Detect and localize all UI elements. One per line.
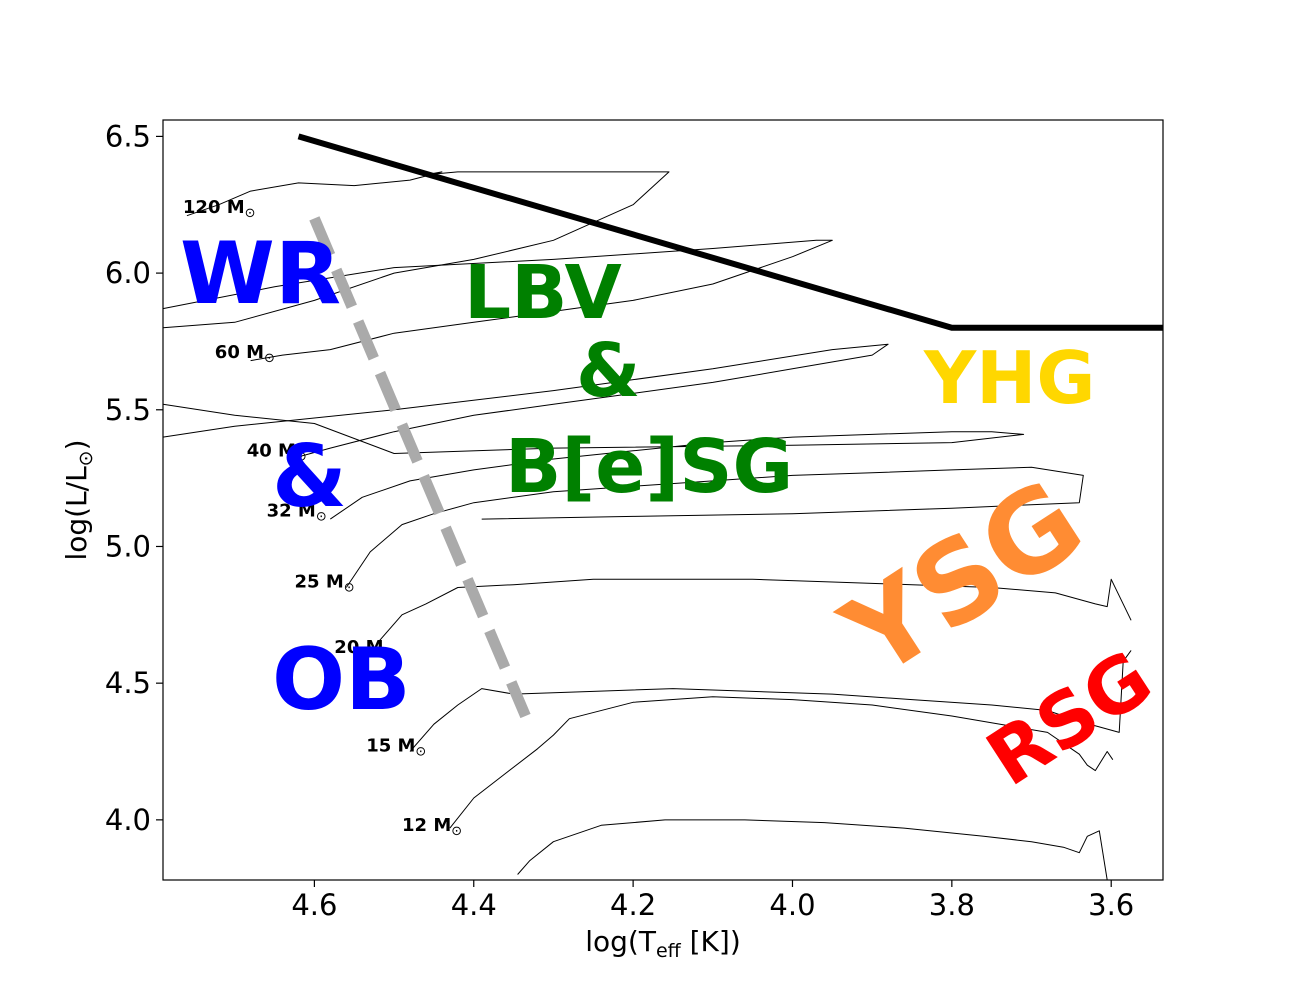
mass-label: 12 M⊙	[402, 815, 462, 839]
y-tick-label: 5.0	[105, 529, 151, 563]
mass-label-sun-symbol: ⊙	[296, 449, 307, 464]
x-axis-label-main: log(T	[585, 925, 657, 958]
mass-label: 20 M⊙	[334, 637, 394, 661]
region-label-lbv: LBV	[464, 250, 622, 336]
mass-label-sun-symbol: ⊙	[245, 206, 256, 221]
mass-label: 60 M⊙	[215, 342, 275, 366]
mass-label-text: 32 M	[267, 500, 316, 521]
mass-label-text: 12 M	[402, 815, 451, 836]
hd-limit	[297, 133, 1163, 331]
x-tick-label: 3.6	[1088, 888, 1134, 922]
y-axis-label-sym: ⊙	[75, 450, 97, 466]
mass-labels: 120 M⊙60 M⊙40 M⊙32 M⊙25 M⊙20 M⊙15 M⊙12 M…	[183, 197, 462, 839]
region-label-yhg: YHG	[923, 336, 1096, 420]
track-line-extra8	[517, 819, 1108, 881]
mass-label-sun-symbol: ⊙	[344, 581, 355, 596]
x-tick-label: 4.0	[769, 888, 815, 922]
tams-band	[309, 216, 531, 719]
region-labels: WR & OB LBV & B[e]SG YHG YSG RSG	[180, 224, 1167, 803]
axes-frame	[162, 119, 1164, 881]
x-axis-ticks: 4.6 4.4 4.2 4.0 3.8 3.6	[291, 880, 1134, 922]
mass-label-text: 60 M	[215, 342, 264, 363]
mass-label: 25 M⊙	[295, 572, 355, 596]
x-axis-label-tail: [K])	[681, 925, 741, 958]
track-line-25	[345, 466, 1084, 588]
y-axis-label-tail: )	[60, 439, 93, 450]
x-axis-label: log(Teff [K])	[585, 925, 741, 962]
y-axis-label-main: log(L/L	[60, 466, 93, 561]
y-tick-label: 4.5	[105, 666, 151, 700]
mass-label-text: 120 M	[183, 197, 245, 218]
track-line-12	[449, 696, 1114, 829]
x-axis-label-sub: eff	[656, 940, 682, 962]
y-axis-label: log(L/L⊙)	[60, 439, 97, 560]
mass-label-text: 20 M	[334, 637, 383, 658]
region-label-lbv-ampersand: &	[576, 328, 641, 414]
hd-limit-line	[297, 133, 1163, 331]
mass-label: 120 M⊙	[183, 197, 256, 221]
track-line-120	[162, 171, 670, 329]
y-tick-label: 6.5	[105, 119, 151, 153]
y-tick-label: 4.0	[105, 803, 151, 837]
region-label-wr: WR	[180, 224, 341, 324]
mass-label-sun-symbol: ⊙	[264, 351, 275, 366]
mass-label-text: 25 M	[295, 572, 344, 593]
y-tick-label: 6.0	[105, 256, 151, 290]
x-tick-label: 4.6	[291, 888, 337, 922]
mass-label-sun-symbol: ⊙	[316, 509, 327, 524]
track-line-32	[162, 403, 1025, 520]
mass-label: 32 M⊙	[267, 500, 327, 524]
mass-label: 40 M⊙	[247, 440, 307, 464]
mass-label-sun-symbol: ⊙	[415, 745, 426, 760]
track-line-40	[162, 343, 889, 460]
region-label-ob: OB	[272, 630, 411, 730]
region-label-wr-ampersand: &	[272, 427, 347, 527]
x-tick-label: 4.2	[610, 888, 656, 922]
region-label-bsg: B[e]SG	[505, 424, 793, 510]
x-tick-label: 3.8	[929, 888, 975, 922]
y-axis-ticks: 4.0 4.5 5.0 5.5 6.0 6.5	[105, 119, 163, 837]
mass-label-sun-symbol: ⊙	[451, 824, 462, 839]
mass-label-text: 40 M	[247, 440, 296, 461]
mass-label-sun-symbol: ⊙	[384, 646, 395, 661]
x-tick-label: 4.4	[451, 888, 497, 922]
tams-band-line	[309, 216, 531, 719]
track-line-15	[409, 650, 1132, 752]
mass-label-text: 15 M	[366, 736, 415, 757]
mass-label: 15 M⊙	[366, 736, 426, 760]
y-tick-label: 5.5	[105, 393, 151, 427]
track-line-20	[377, 578, 1132, 643]
